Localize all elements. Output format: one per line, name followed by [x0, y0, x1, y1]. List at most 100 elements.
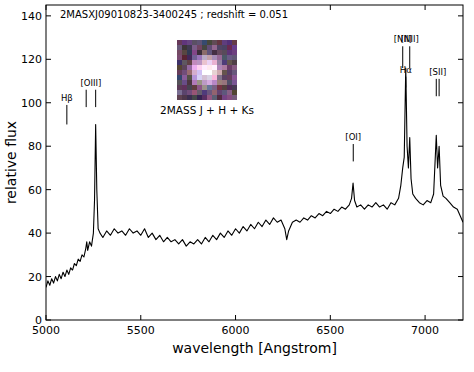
inset-pixel	[182, 85, 187, 90]
x-tick	[46, 5, 47, 10]
inset-pixel	[212, 90, 217, 95]
inset-pixel	[232, 95, 237, 100]
inset-pixel	[227, 80, 232, 85]
inset-pixel	[232, 80, 237, 85]
inset-pixel	[212, 65, 217, 70]
inset-pixel	[217, 65, 222, 70]
inset-pixel	[212, 55, 217, 60]
inset-pixel	[192, 50, 197, 55]
y-tick	[46, 15, 51, 16]
inset-pixel	[177, 75, 182, 80]
inset-pixel	[177, 95, 182, 100]
inset-pixel	[197, 75, 202, 80]
inset-pixel	[192, 70, 197, 75]
inset-pixel	[227, 65, 232, 70]
inset-pixel	[232, 45, 237, 50]
y-tick	[46, 189, 51, 190]
inset-pixel	[207, 85, 212, 90]
inset-pixel	[197, 55, 202, 60]
inset-pixel	[207, 50, 212, 55]
annotations: Hβ[OIII][OI][NII]Hα[NII][SII]	[61, 34, 446, 161]
inset-pixel	[182, 45, 187, 50]
inset-pixel	[217, 55, 222, 60]
y-tick	[458, 320, 463, 321]
inset-pixel	[227, 70, 232, 75]
inset-pixel	[177, 45, 182, 50]
inset-pixel	[217, 75, 222, 80]
inset-pixel	[197, 85, 202, 90]
inset-pixel	[217, 50, 222, 55]
x-tick	[425, 315, 426, 320]
inset-pixel	[192, 55, 197, 60]
inset-pixel	[212, 60, 217, 65]
inset-pixel	[177, 90, 182, 95]
inset-pixel	[222, 80, 227, 85]
x-tick-label: 6500	[316, 324, 344, 337]
x-axis-label: wavelength [Angstrom]	[172, 340, 337, 356]
line-label: [OIII]	[81, 78, 102, 88]
inset-pixel	[182, 40, 187, 45]
chart: Hβ[OIII][OI][NII]Hα[NII][SII]2MASS J + H…	[0, 0, 474, 372]
inset-pixel	[212, 45, 217, 50]
inset-pixel	[222, 65, 227, 70]
y-tick-label: 140	[21, 10, 42, 23]
y-tick-label: 60	[28, 184, 42, 197]
inset-pixel	[227, 50, 232, 55]
inset-pixel	[222, 90, 227, 95]
inset-pixel	[187, 40, 192, 45]
inset-pixel	[232, 55, 237, 60]
inset-pixel	[187, 90, 192, 95]
plot-frame	[46, 5, 463, 320]
x-tick-label: 6000	[222, 324, 250, 337]
inset-pixel	[197, 65, 202, 70]
line-marker	[405, 77, 406, 88]
plot-area	[46, 68, 463, 287]
inset-pixel	[222, 40, 227, 45]
inset-pixel	[217, 45, 222, 50]
inset-pixel	[177, 85, 182, 90]
x-tick	[46, 315, 47, 320]
inset-pixel	[207, 90, 212, 95]
x-tick-label: 5000	[32, 324, 60, 337]
inset-pixel	[232, 90, 237, 95]
inset-pixel	[192, 90, 197, 95]
inset-pixel	[207, 45, 212, 50]
inset-pixel	[212, 50, 217, 55]
inset-pixel	[222, 70, 227, 75]
inset-pixel	[222, 95, 227, 100]
line-marker	[95, 90, 96, 107]
inset-pixel	[182, 70, 187, 75]
inset-pixel	[212, 40, 217, 45]
inset-pixel	[202, 55, 207, 60]
inset-pixel	[232, 75, 237, 80]
inset-pixel	[232, 40, 237, 45]
inset-pixel	[227, 75, 232, 80]
inset-pixel	[232, 60, 237, 65]
inset-pixel	[192, 45, 197, 50]
inset-pixel	[202, 75, 207, 80]
y-tick	[458, 233, 463, 234]
y-tick-label: 40	[28, 227, 42, 240]
inset-pixel	[207, 40, 212, 45]
y-tick	[46, 146, 51, 147]
inset-pixel	[197, 90, 202, 95]
inset-pixel	[232, 50, 237, 55]
x-tick	[330, 315, 331, 320]
inset-pixel	[177, 65, 182, 70]
inset-pixel	[202, 60, 207, 65]
inset-pixel	[207, 80, 212, 85]
inset-pixel	[187, 95, 192, 100]
x-tick	[330, 5, 331, 10]
x-tick-label: 5500	[127, 324, 155, 337]
inset-pixel	[227, 95, 232, 100]
inset-pixel	[187, 50, 192, 55]
line-marker	[436, 79, 437, 96]
line-marker	[439, 79, 440, 96]
inset-pixel	[187, 55, 192, 60]
inset-pixel	[177, 60, 182, 65]
y-tick-label: 100	[21, 97, 42, 110]
y-tick	[458, 59, 463, 60]
inset-pixel	[207, 75, 212, 80]
inset-pixel	[182, 60, 187, 65]
inset-pixel	[202, 45, 207, 50]
